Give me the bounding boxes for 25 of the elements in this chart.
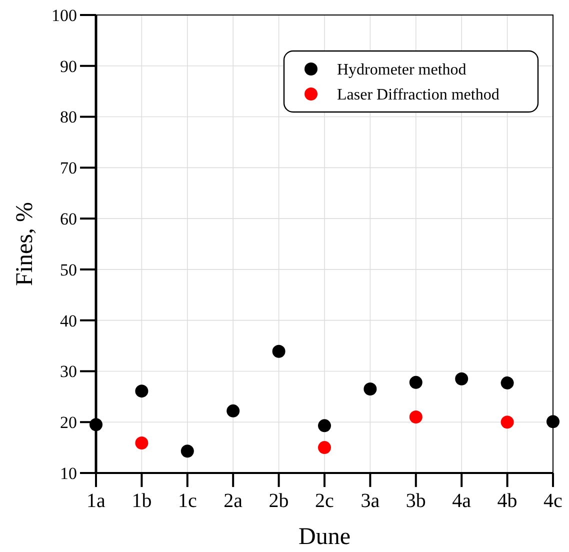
- y-tick-label: 20: [60, 413, 77, 432]
- x-tick-label: 1c: [178, 490, 197, 512]
- y-tick-label: 90: [60, 56, 77, 76]
- x-tick-label: 2c: [315, 490, 334, 512]
- x-tick-label: 4b: [497, 490, 518, 512]
- x-tick-label: 4c: [544, 490, 563, 512]
- y-tick-label: 50: [60, 260, 77, 280]
- x-tick-label: 1b: [132, 490, 152, 512]
- y-tick-label: 30: [60, 362, 77, 382]
- y-tick-label: 70: [60, 158, 77, 178]
- y-tick-label: 100: [52, 6, 77, 25]
- x-tick-label: 3a: [360, 490, 380, 512]
- y-tick-label: 40: [60, 311, 77, 330]
- y-tick-label: 60: [60, 210, 77, 229]
- y-tick-label: 80: [60, 108, 77, 127]
- y-tick-label: 10: [60, 464, 77, 483]
- x-tick-label: 4a: [452, 490, 472, 512]
- x-axis-title: Dune: [298, 524, 350, 550]
- legend-label: Hydrometer method: [337, 62, 466, 79]
- x-tick-label: 3b: [406, 490, 426, 512]
- y-axis-title: Fines, %: [12, 202, 38, 286]
- x-tick-label: 2a: [224, 490, 243, 512]
- legend-label: Laser Diffraction method: [337, 86, 500, 104]
- x-tick-label: 2b: [268, 490, 289, 512]
- x-tick-label: 1a: [86, 490, 106, 512]
